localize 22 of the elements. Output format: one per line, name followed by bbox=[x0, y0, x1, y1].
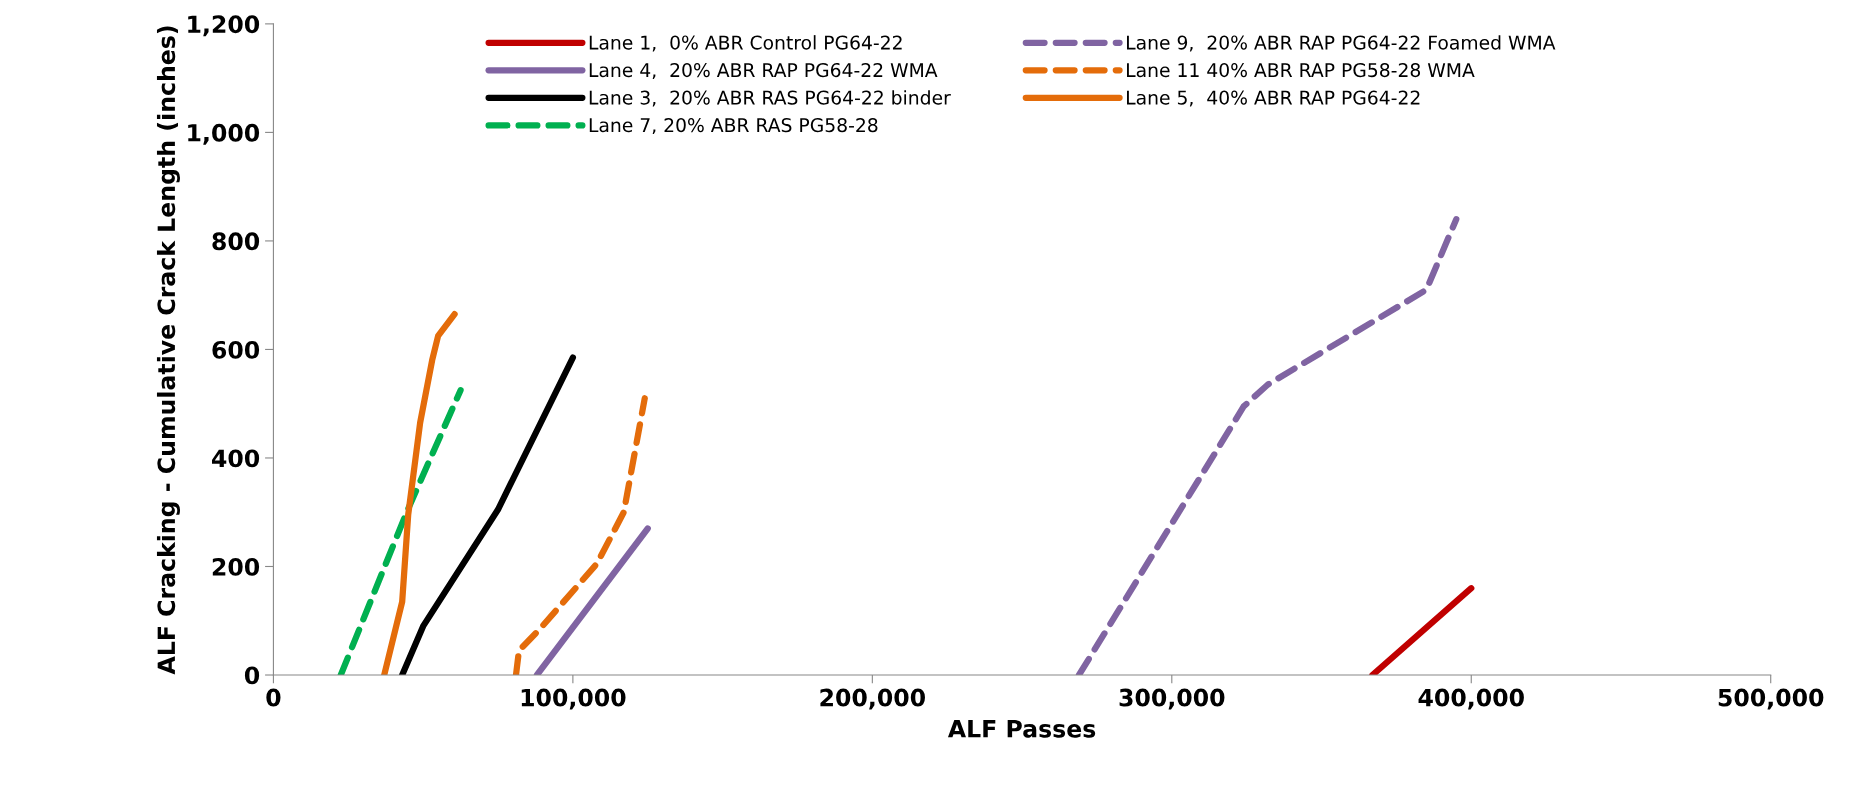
legend-label: Lane 9, 20% ABR RAP PG64-22 Foamed WMA bbox=[1127, 35, 1556, 52]
legend-label: Lane 4, 20% ABR RAP PG64-22 WMA bbox=[589, 62, 938, 80]
legend-label: Lane 3, 20% ABR RAS PG64-22 binder bbox=[589, 90, 951, 107]
legend-label: Lane 7, 20% ABR RAS PG58-28 bbox=[589, 118, 878, 135]
x-tick-label: 400,000 bbox=[1418, 688, 1524, 710]
x-tick-label: 500,000 bbox=[1718, 688, 1824, 710]
y-tick-label: 1,200 bbox=[188, 15, 260, 37]
x-tick-label: 200,000 bbox=[820, 688, 925, 710]
y-tick-label: 1,000 bbox=[188, 123, 260, 145]
x-tick-label: 0 bbox=[266, 688, 281, 707]
legend-label: Lane 11 40% ABR RAP PG58-28 WMA bbox=[1127, 62, 1475, 78]
y-tick-label: 800 bbox=[212, 232, 260, 251]
y-tick-label: 600 bbox=[212, 340, 260, 359]
legend-label: Lane 5, 40% ABR RAP PG64-22 bbox=[1127, 90, 1420, 107]
x-tick-label: 300,000 bbox=[1119, 688, 1225, 710]
y-tick-label: 0 bbox=[244, 666, 260, 685]
x-axis-title: ALF Passes bbox=[947, 720, 1096, 738]
y-axis-title: ALF Cracking - Cumulative Crack Length (inches) bbox=[156, 26, 180, 675]
legend-label: Lane 1, 0% ABR Control PG64-22 bbox=[589, 35, 902, 52]
y-tick-label: 200 bbox=[212, 557, 260, 576]
x-tick-label: 100,000 bbox=[521, 688, 626, 710]
y-tick-label: 400 bbox=[212, 449, 260, 468]
